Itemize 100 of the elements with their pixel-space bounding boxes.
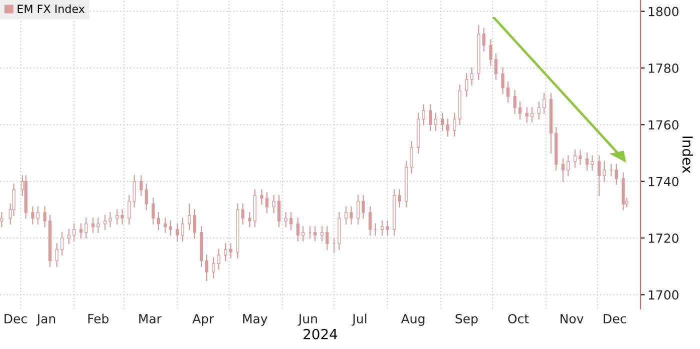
candlestick: [506, 82, 510, 103]
candlestick: [434, 112, 438, 131]
candlestick: [368, 206, 372, 236]
x-tick-label: Dec: [4, 314, 27, 324]
candlestick: [598, 155, 601, 196]
y-tick-label: 1740: [648, 176, 678, 186]
candlestick: [356, 194, 360, 224]
y-tick-label: 1700: [648, 290, 678, 300]
candlestick: [84, 218, 88, 239]
candlestick: [586, 152, 589, 171]
candlestick: [590, 155, 594, 171]
candlestick: [193, 209, 196, 239]
candlestick: [168, 220, 172, 236]
candlestick: [152, 198, 155, 224]
candlestick: [513, 90, 516, 114]
x-tick-label: Jul: [352, 314, 366, 326]
candlestick: [289, 212, 293, 230]
candlestick: [452, 112, 456, 137]
candlestick: [525, 107, 528, 122]
candlestick: [574, 150, 577, 168]
candlestick: [164, 218, 167, 233]
candlestick: [36, 206, 40, 224]
x-tick-label: Aug: [401, 314, 424, 326]
candlestick: [277, 194, 280, 228]
candlestick: [422, 104, 426, 126]
candlestick: [542, 92, 546, 114]
candlestick: [96, 218, 100, 233]
candlestick: [344, 206, 348, 224]
x-tick-label: Nov: [560, 314, 584, 324]
candlestick: [140, 175, 143, 196]
candlestick: [180, 218, 184, 242]
candlestick: [260, 189, 264, 205]
candlestick: [320, 226, 324, 242]
candlestick: [578, 150, 582, 165]
candlestick: [60, 232, 64, 256]
candlestick: [440, 112, 444, 131]
x-tick-label: Jun: [298, 314, 317, 326]
y-tick-label: 1800: [648, 6, 678, 16]
y-tick-label: 1720: [648, 233, 678, 243]
candlestick: [176, 223, 179, 242]
candlestick: [224, 243, 228, 262]
candlestick: [614, 164, 618, 185]
candlestick: [120, 209, 124, 224]
candlestick: [482, 28, 486, 52]
candlestick: [248, 212, 252, 228]
candlestick: [144, 184, 148, 210]
candlestick: [362, 194, 365, 219]
candlestick: [103, 214, 107, 230]
candlestick: [494, 53, 498, 80]
x-tick-label: Sep: [456, 314, 478, 326]
candlestick: [217, 248, 220, 270]
candlestick: [205, 254, 208, 282]
candlestick: [67, 228, 70, 244]
candlestick: [350, 206, 353, 224]
candlestick: [537, 101, 540, 120]
candlestick: [380, 220, 384, 236]
candlestick: [284, 212, 288, 228]
y-axis-title: Index: [682, 136, 694, 174]
candlestick: [55, 243, 58, 267]
candlestick: [188, 203, 191, 230]
candlestick: [108, 212, 112, 228]
candlestick: [265, 192, 268, 214]
candlestick: [470, 67, 474, 86]
candlestick: [0, 212, 4, 228]
candlestick: [301, 226, 305, 242]
candlestick: [132, 175, 136, 208]
y-tick-label: 1760: [648, 120, 678, 130]
x-tick-label: Dec: [604, 314, 626, 324]
candlestick: [314, 226, 317, 242]
candlestick: [272, 194, 276, 214]
candlestick: [156, 212, 160, 230]
candlestick: [501, 67, 504, 94]
candlestick: [72, 223, 76, 242]
candlestick: [326, 226, 329, 250]
y-tick-label: 1780: [648, 63, 678, 73]
candlestick: [79, 223, 82, 239]
candlestick: [602, 160, 606, 182]
candlestick: [465, 73, 468, 97]
x-tick-label: Feb: [88, 314, 109, 324]
candlestick: [518, 101, 522, 120]
x-tick-label: Oct: [508, 314, 529, 324]
legend-label: EM FX Index: [18, 4, 85, 14]
candlestick: [91, 218, 95, 233]
candlestick: [43, 206, 46, 228]
candlestick: [530, 107, 534, 122]
candlestick: [31, 206, 34, 224]
candlestick: [398, 189, 402, 208]
candlestick: [446, 118, 450, 137]
x-tick-label: Jan: [36, 314, 56, 326]
candlestick: [116, 209, 119, 224]
candlestick: [561, 158, 565, 182]
candlestick: [428, 104, 432, 131]
candlestick: [229, 243, 232, 258]
candlestick: [410, 141, 414, 174]
x-axis-title: 2024: [304, 328, 338, 340]
x-tick-label: Apr: [192, 314, 214, 326]
candlestick: [489, 39, 492, 66]
x-tick-label: May: [243, 314, 268, 326]
candlestick: [212, 257, 216, 278]
candlestick: [241, 203, 244, 224]
